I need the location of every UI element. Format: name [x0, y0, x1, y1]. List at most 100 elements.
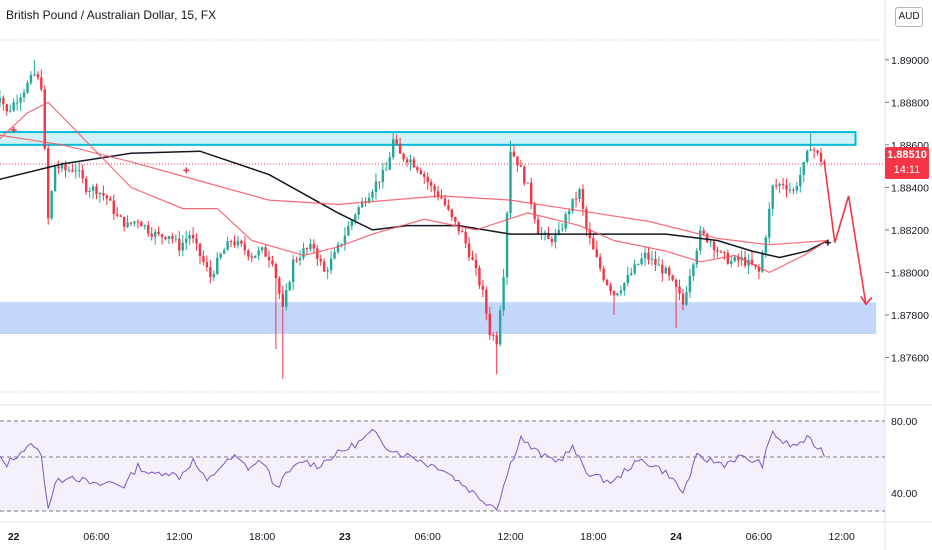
candle [426, 172, 429, 190]
candle-body [354, 214, 357, 221]
candle-body [281, 293, 284, 307]
candle-body [198, 243, 202, 256]
candle [247, 249, 250, 261]
candle-body [602, 268, 605, 281]
currency-unit-button[interactable]: AUD [895, 7, 923, 27]
candle-body [812, 149, 816, 151]
candle [409, 154, 412, 171]
candle [5, 103, 8, 116]
candle [781, 177, 785, 190]
candle-body [274, 264, 278, 279]
rsi-panel [0, 420, 885, 512]
candle-body [174, 238, 178, 240]
price-tick-label: 1.87800 [891, 310, 929, 322]
candles [0, 59, 826, 379]
candle-body [774, 185, 778, 187]
candle-body [340, 243, 343, 245]
candle-body [285, 290, 288, 307]
candle [623, 282, 626, 296]
price-axis[interactable]: 1.890001.888001.886001.884001.882001.880… [885, 55, 929, 365]
last-price-badge: 1.88510 14:11 [885, 147, 929, 179]
candle-body [57, 166, 60, 169]
candle [699, 225, 702, 255]
candle-body [181, 242, 184, 251]
price-tick-label: 1.88400 [891, 182, 929, 194]
candle-body [409, 159, 412, 163]
candle [799, 166, 802, 193]
candle-body [436, 191, 440, 197]
candle-body [792, 189, 795, 191]
candle [71, 163, 74, 173]
candle [53, 165, 57, 192]
candle-body [378, 181, 381, 183]
candle [419, 167, 422, 175]
candle [819, 147, 823, 167]
candle [274, 262, 278, 349]
candle-body [771, 185, 774, 209]
candle-body [109, 198, 112, 201]
candle [474, 253, 478, 276]
candle [188, 230, 191, 245]
candle [326, 266, 329, 280]
time-axis[interactable]: 22 06:00 12:00 18:00 23 06:00 12:00 18:00 24 06:0… [8, 531, 855, 543]
candle [554, 228, 557, 249]
candle-body [133, 221, 136, 224]
candle-body [153, 231, 157, 237]
candle [29, 71, 33, 85]
candle [378, 181, 381, 190]
candle-body [164, 236, 167, 239]
candle [122, 216, 126, 232]
candle-body [743, 257, 747, 266]
time-tick-label: 06:00 [415, 531, 441, 543]
candle-body [81, 170, 84, 179]
candle [109, 196, 112, 201]
candle [312, 239, 316, 254]
candle-body [195, 238, 198, 244]
price-tick-label: 1.88800 [891, 97, 929, 109]
candle-body [288, 282, 291, 291]
moving-average-line [0, 101, 829, 274]
candle-body [657, 264, 661, 266]
candle-body [788, 189, 792, 191]
candle [157, 226, 160, 237]
candle [136, 218, 140, 229]
candle [519, 159, 523, 167]
rsi-tick-label: 80.00 [891, 416, 917, 428]
candle [812, 146, 816, 159]
candle [264, 244, 267, 257]
candle [285, 283, 288, 311]
candle [523, 165, 526, 186]
candle [416, 165, 419, 174]
candle [305, 247, 309, 255]
candle [316, 245, 319, 267]
candle-body [612, 291, 616, 296]
candle [626, 266, 629, 287]
candle [454, 216, 457, 226]
candle [488, 306, 491, 340]
candle [650, 250, 654, 266]
price-zones [0, 131, 877, 335]
candle-body [247, 250, 250, 257]
candle [647, 247, 650, 265]
candle-body [260, 247, 264, 251]
candle-body [519, 165, 523, 167]
candle-body [619, 290, 623, 294]
candle-body [78, 170, 81, 172]
candle [640, 252, 643, 266]
candle [212, 270, 215, 282]
candle [236, 235, 240, 249]
candle-body [0, 97, 2, 103]
candle-body [167, 236, 171, 239]
candle [167, 235, 171, 244]
candle-body [116, 214, 119, 216]
candle-body [433, 185, 436, 192]
candle [78, 162, 81, 178]
candle [102, 185, 105, 201]
time-tick-label: 06:00 [746, 531, 772, 543]
candle-body [226, 241, 229, 251]
candle [630, 267, 633, 277]
candle [595, 240, 598, 258]
candle [543, 230, 547, 241]
candle-body [33, 74, 36, 76]
